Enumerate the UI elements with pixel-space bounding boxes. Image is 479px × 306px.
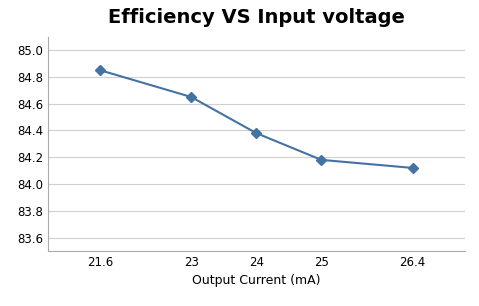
- X-axis label: Output Current (mA): Output Current (mA): [192, 274, 320, 287]
- Title: Efficiency VS Input voltage: Efficiency VS Input voltage: [108, 8, 405, 27]
